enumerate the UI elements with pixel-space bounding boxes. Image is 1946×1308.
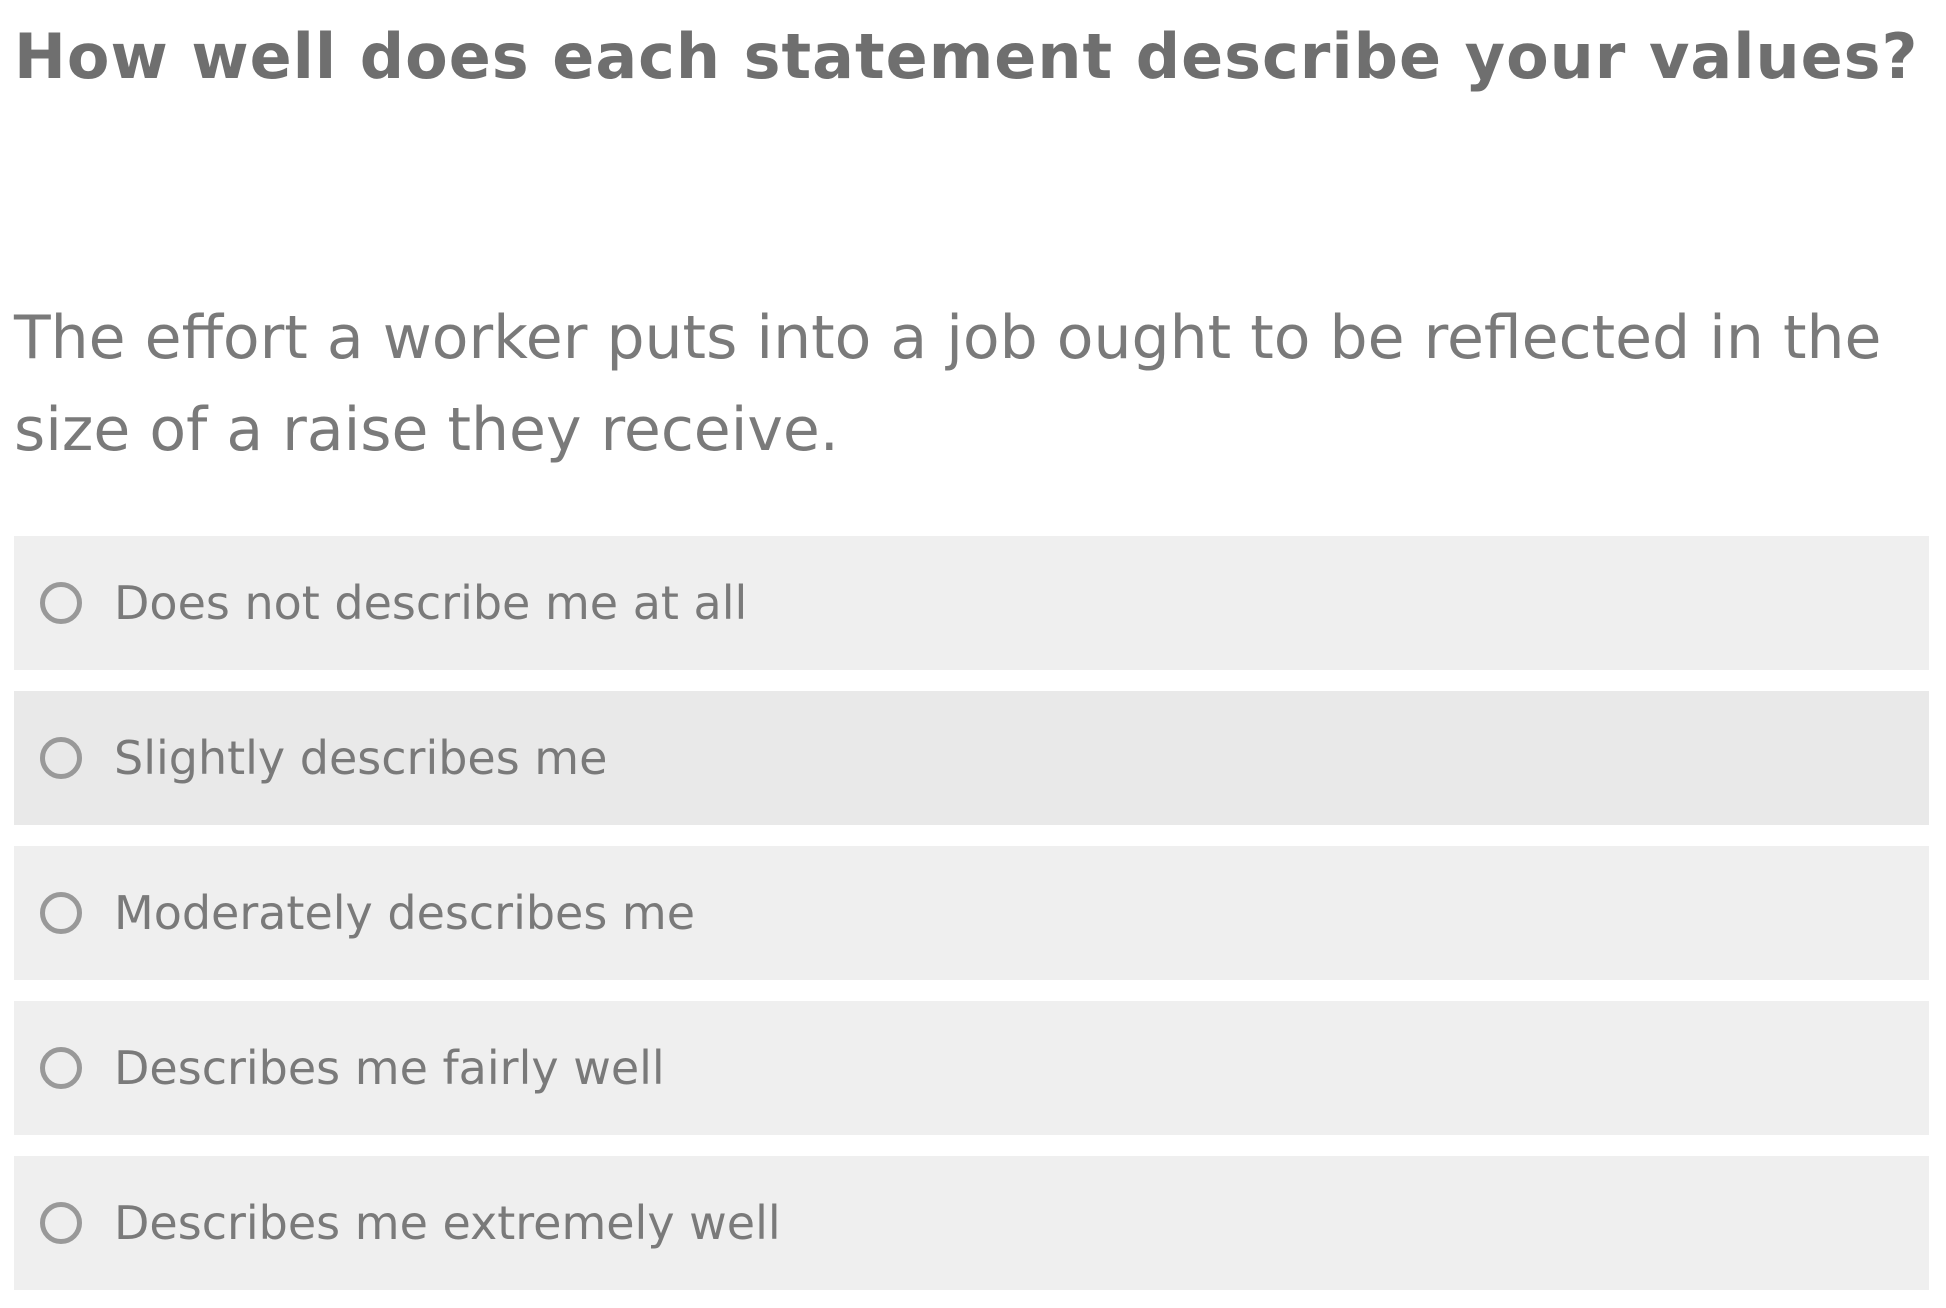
radio-circle-icon[interactable] <box>40 892 82 934</box>
radio-circle-icon[interactable] <box>40 1047 82 1089</box>
option-does-not-describe[interactable]: Does not describe me at all <box>14 536 1929 670</box>
option-label: Describes me fairly well <box>114 1041 665 1095</box>
option-fairly-well[interactable]: Describes me fairly well <box>14 1001 1929 1135</box>
option-moderately-describes[interactable]: Moderately describes me <box>14 846 1929 980</box>
option-extremely-well[interactable]: Describes me extremely well <box>14 1156 1929 1290</box>
option-label: Describes me extremely well <box>114 1196 781 1250</box>
option-label: Does not describe me at all <box>114 576 748 630</box>
question-title: How well does each statement describe yo… <box>14 20 1919 93</box>
radio-circle-icon[interactable] <box>40 582 82 624</box>
option-label: Slightly describes me <box>114 731 608 785</box>
option-slightly-describes[interactable]: Slightly describes me <box>14 691 1929 825</box>
question-statement: The effort a worker puts into a job ough… <box>14 303 1882 465</box>
option-label: Moderately describes me <box>114 886 696 940</box>
answer-options: Does not describe me at all Slightly des… <box>14 536 1929 1290</box>
radio-circle-icon[interactable] <box>40 737 82 779</box>
radio-circle-icon[interactable] <box>40 1202 82 1244</box>
